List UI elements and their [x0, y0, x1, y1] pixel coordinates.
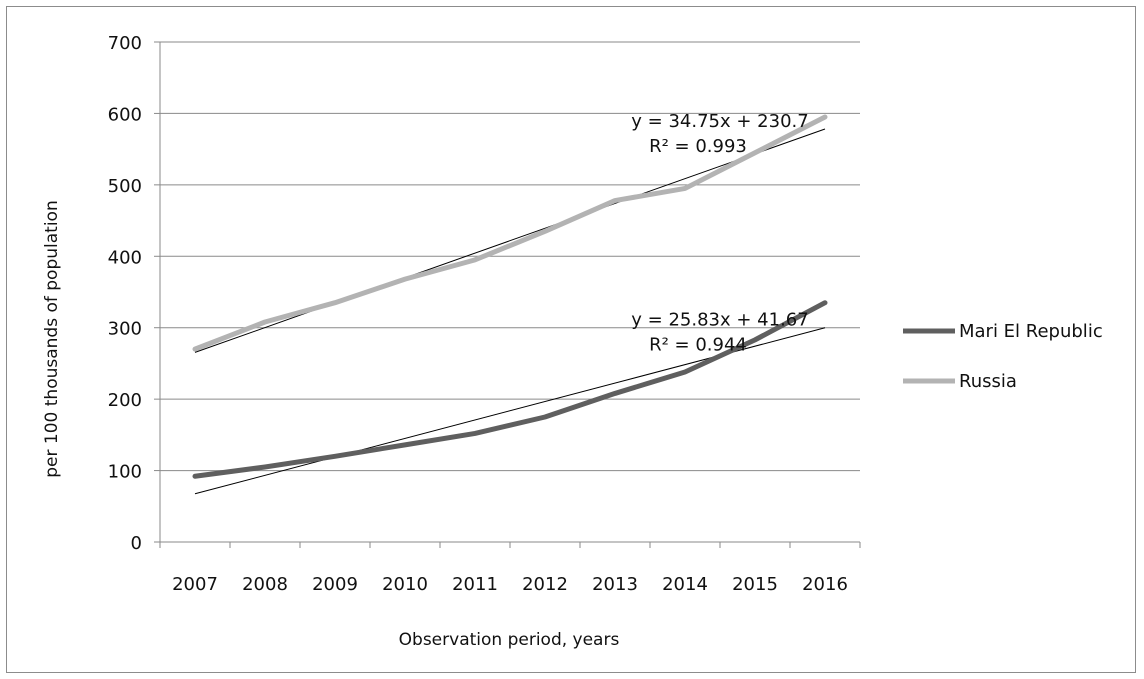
trendline-r2: R² = 0.944: [649, 335, 747, 356]
y-axis-label: per 100 thousands of population: [42, 200, 62, 477]
x-tick-label: 2011: [452, 574, 498, 595]
trendline-equation: y = 34.75x + 230.7: [631, 111, 808, 132]
y-tick-label: 500: [108, 176, 142, 197]
x-tick-label: 2010: [382, 574, 428, 595]
y-tick-label: 0: [131, 533, 142, 554]
trendline-equation: y = 25.83x + 41.67: [631, 310, 808, 331]
series-line: [192, 114, 828, 352]
x-tick-label: 2014: [662, 574, 708, 595]
series-line: [192, 300, 828, 479]
series-lines: [192, 114, 828, 479]
legend-label: Russia: [959, 371, 1017, 392]
y-tick-label: 200: [108, 390, 142, 411]
x-tick-label: 2007: [172, 574, 218, 595]
legend: Mari El Republic Russia: [903, 321, 1103, 392]
gridlines: [160, 41, 860, 472]
annotations: y = 25.83x + 41.67 R² = 0.944 y = 34.75x +…: [631, 111, 808, 356]
x-tick-label: 2008: [242, 574, 288, 595]
y-tick-label: 700: [108, 33, 142, 54]
legend-label: Mari El Republic: [959, 321, 1103, 342]
y-tick-label: 600: [108, 104, 142, 125]
x-tick-label: 2012: [522, 574, 568, 595]
x-tick-label: 2016: [802, 574, 848, 595]
line-chart: 0 100 200 300 400 500 600 700 2007 2008 2009 2010 20…: [42, 33, 1103, 650]
y-tick-label: 300: [108, 319, 142, 340]
x-tick-label: 2009: [312, 574, 358, 595]
y-tick-label: 100: [108, 462, 142, 483]
y-tick-label: 400: [108, 247, 142, 268]
x-tick-label: 2015: [732, 574, 778, 595]
chart-frame: 0 100 200 300 400 500 600 700 2007 2008 2009 2010 20…: [6, 6, 1136, 673]
trendline-r2: R² = 0.993: [649, 136, 747, 157]
trendline: [194, 128, 826, 353]
axes: 0 100 200 300 400 500 600 700 2007 2008 2009 2010 20…: [108, 33, 861, 595]
x-axis-label: Observation period, years: [399, 630, 620, 650]
x-tick-label: 2013: [592, 574, 638, 595]
